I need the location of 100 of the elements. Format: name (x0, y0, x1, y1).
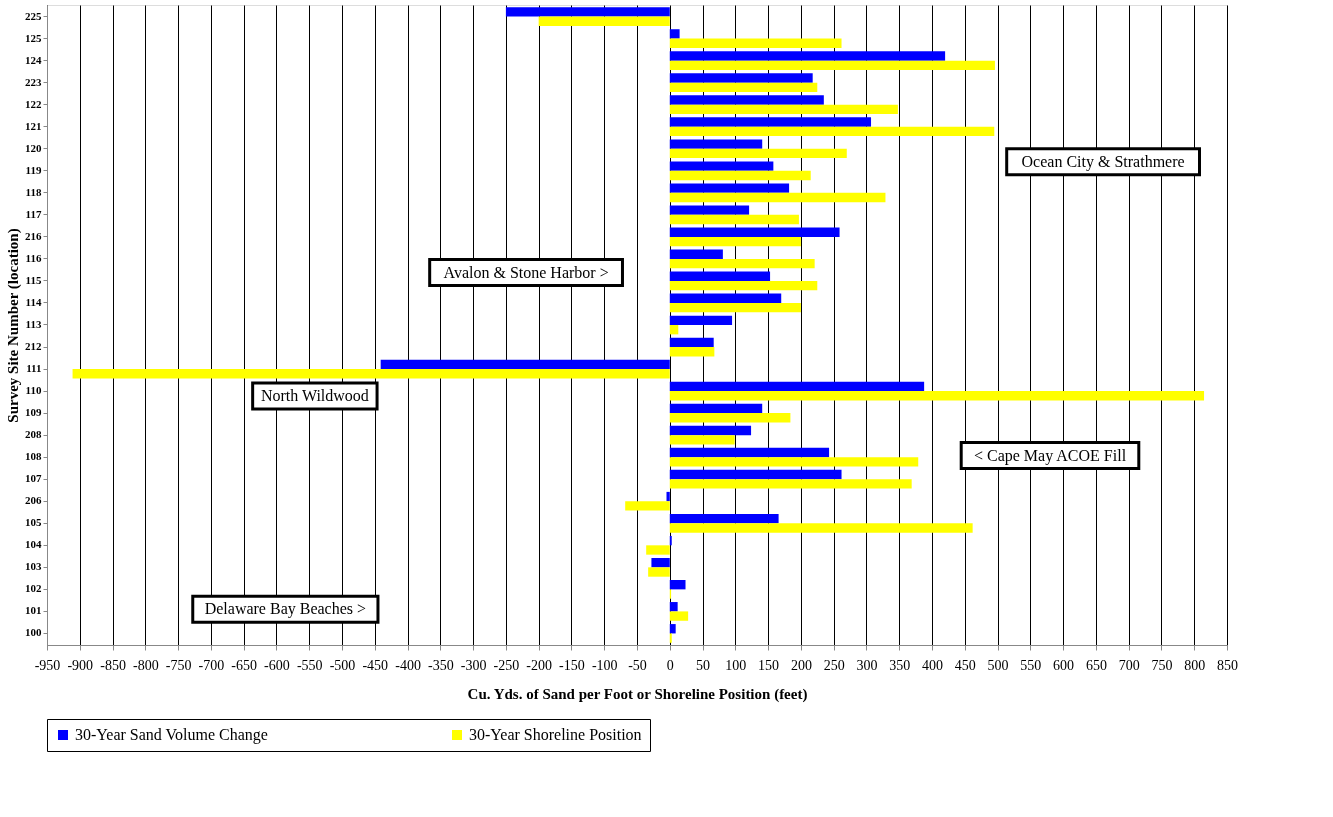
y-tick-label: 225 (25, 9, 42, 22)
bar (669, 425, 752, 436)
x-tick-label: -350 (428, 657, 454, 673)
x-tick-label: -100 (591, 657, 618, 673)
bar (669, 95, 824, 105)
x-tick-label: -600 (264, 657, 290, 673)
annotation: < Cape May ACOE Fill (973, 446, 1127, 465)
x-tick-label: -950 (34, 657, 61, 673)
x-tick-label: 100 (725, 657, 747, 673)
y-tick-label: 116 (25, 251, 42, 264)
bar (669, 29, 680, 39)
y-tick-label: 125 (25, 31, 42, 44)
bar (669, 325, 679, 335)
bar (669, 38, 842, 48)
y-tick-label: 118 (25, 185, 42, 198)
y-tick-label: 109 (25, 406, 42, 419)
annotation: North Wildwood (260, 387, 369, 405)
legend-label: 30-Year Sand Volume Change (75, 726, 268, 744)
y-tick-label: 115 (25, 273, 42, 286)
bar (669, 280, 818, 291)
bar (669, 170, 811, 181)
y-tick-label: 108 (25, 450, 42, 463)
bar (669, 479, 912, 489)
annotation: Ocean City & Strathmere (1021, 152, 1185, 171)
x-tick-label: 250 (823, 657, 845, 673)
x-tick-label: 850 (1217, 657, 1238, 673)
x-tick-label: 300 (856, 657, 878, 673)
x-tick-label: 350 (889, 657, 911, 673)
bar (669, 205, 750, 215)
bar (669, 302, 801, 313)
x-tick-label: 450 (954, 657, 976, 673)
y-tick-label: 107 (25, 472, 42, 485)
y-tick-label: 111 (26, 362, 42, 375)
x-tick-label: -550 (296, 657, 323, 673)
x-tick-label: -800 (133, 657, 159, 673)
y-tick-label: 117 (25, 207, 42, 220)
bar (669, 513, 779, 524)
bar (669, 183, 790, 193)
bar (669, 51, 946, 61)
bar (669, 73, 813, 83)
y-tick-label: 206 (25, 494, 42, 507)
x-tick-label: -750 (165, 657, 192, 673)
x-tick-label: -850 (100, 657, 126, 673)
x-tick-label: 700 (1118, 657, 1140, 673)
y-tick-label: 208 (25, 428, 42, 441)
bar (669, 580, 686, 590)
y-tick-label: 114 (25, 295, 42, 308)
x-tick-label: -200 (526, 657, 552, 673)
x-tick-label: -700 (198, 657, 225, 673)
bar (669, 435, 735, 445)
x-tick-label: -50 (628, 657, 647, 673)
y-tick-label: 223 (25, 75, 42, 88)
bar (380, 359, 670, 370)
annotation: Delaware Bay Beaches > (204, 600, 367, 619)
bar (669, 258, 815, 269)
y-tick-label: 105 (25, 516, 42, 529)
y-tick-label: 100 (25, 626, 42, 639)
y-tick-label: 104 (25, 538, 42, 551)
bar (669, 214, 799, 225)
y-tick-label: 122 (25, 97, 42, 110)
x-tick-label: 550 (1020, 657, 1042, 673)
y-tick-label: 110 (25, 384, 42, 397)
x-tick-label: 50 (696, 657, 711, 673)
y-tick-label: 119 (25, 163, 42, 176)
y-tick-label: 121 (25, 119, 42, 132)
bar (505, 7, 670, 17)
y-axis-title: Survey Site Number (location) (5, 228, 22, 423)
legend-label: 30-Year Shoreline Position (469, 726, 642, 743)
bar (669, 611, 689, 621)
bar (651, 557, 670, 568)
bar (669, 104, 898, 115)
y-tick-label: 212 (25, 340, 42, 353)
x-tick-label: -250 (493, 657, 520, 673)
x-tick-label: -400 (395, 657, 421, 673)
y-tick-label: 102 (25, 582, 42, 595)
annotation: Avalon & Stone Harbor > (443, 263, 609, 281)
bar (669, 126, 995, 137)
bar (669, 60, 995, 70)
y-tick-label: 124 (25, 53, 42, 66)
x-axis-title: Cu. Yds. of Sand per Foot or Shoreline Position (feet) (467, 685, 808, 703)
bar (669, 293, 782, 303)
bar (625, 501, 670, 511)
x-tick-label: -450 (362, 657, 389, 673)
bar (72, 369, 670, 379)
bar (669, 403, 763, 414)
y-tick-label: 103 (25, 560, 42, 573)
bar (669, 161, 774, 171)
bar (669, 271, 771, 281)
bar (538, 16, 670, 26)
bar (669, 117, 872, 127)
bar (669, 148, 847, 159)
x-tick-label: 800 (1184, 657, 1206, 673)
x-tick-label: 600 (1053, 657, 1075, 673)
bar (669, 523, 973, 533)
x-tick-label: 500 (987, 657, 1009, 673)
bar (669, 347, 715, 357)
bar (669, 249, 723, 259)
bar (646, 545, 670, 555)
x-tick-label: -300 (460, 657, 487, 673)
x-tick-label: 0 (666, 657, 674, 673)
